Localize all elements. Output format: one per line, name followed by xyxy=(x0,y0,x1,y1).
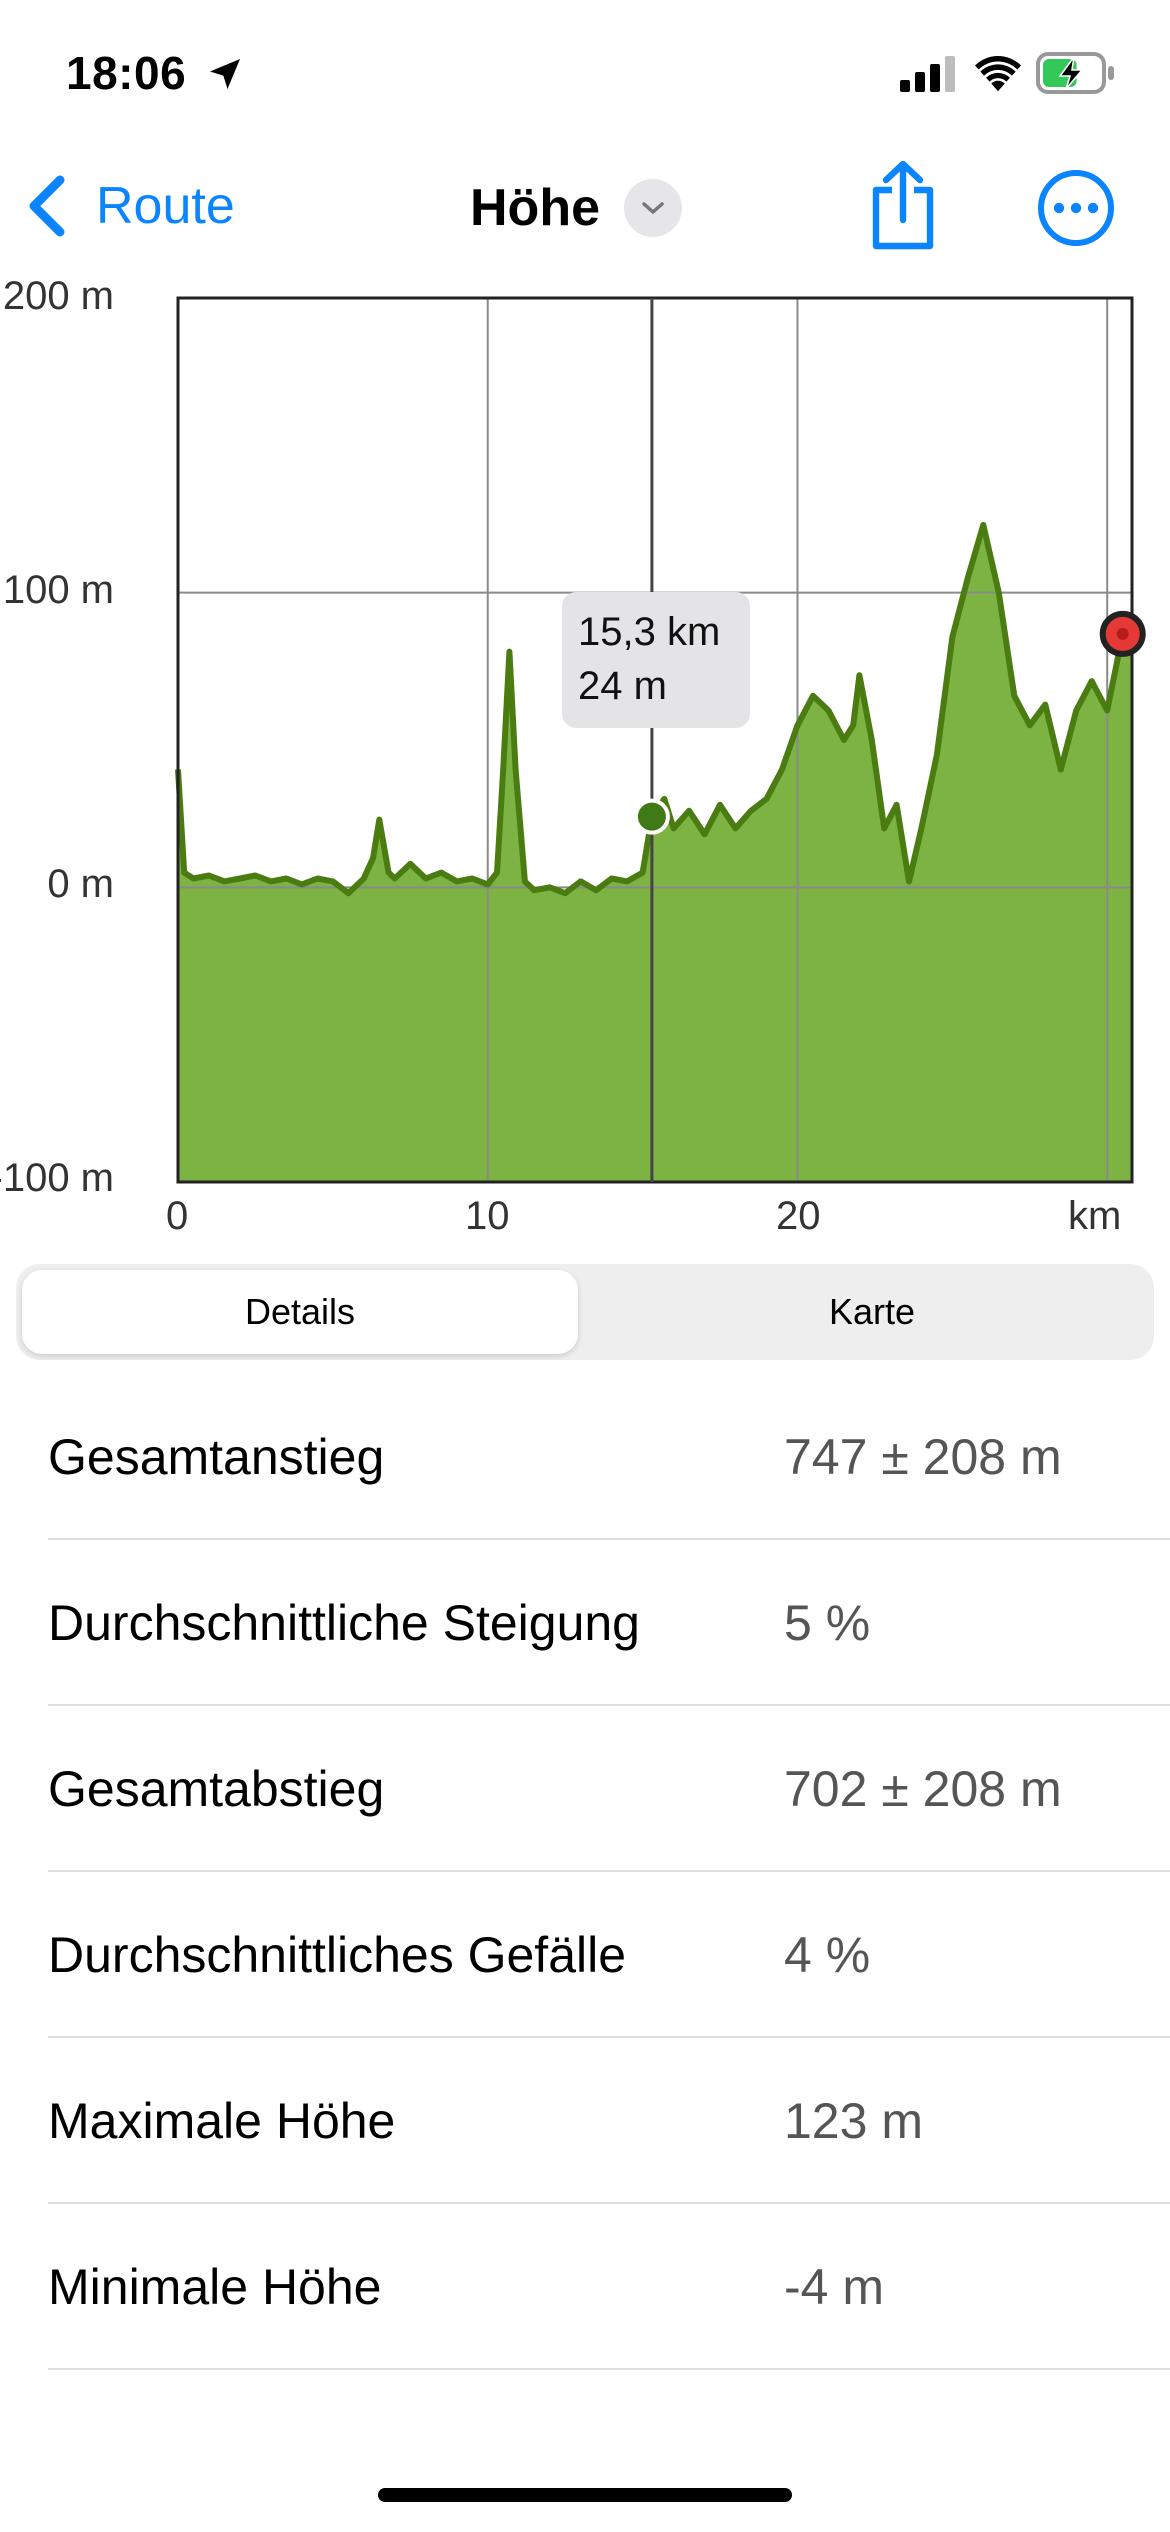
detail-label: Gesamtanstieg xyxy=(48,1429,385,1485)
status-time: 18:06 xyxy=(66,47,187,99)
detail-value: 702 ± 208 m xyxy=(784,1761,1062,1817)
back-button[interactable]: Route xyxy=(24,174,235,238)
elevation-chart-plot[interactable] xyxy=(0,270,1170,1250)
x-tick-label: 20 xyxy=(776,1194,821,1238)
detail-value: 5 % xyxy=(784,1595,871,1651)
detail-label: Durchschnittliches Gefälle xyxy=(48,1927,627,1983)
detail-label: Maximale Höhe xyxy=(48,2093,396,2149)
x-axis-unit-label: km xyxy=(1068,1194,1122,1238)
navigation-bar: Route Höhe xyxy=(0,140,1170,270)
list-item: Maximale Höhe 123 m xyxy=(48,2036,1170,2204)
x-tick-label: 0 xyxy=(166,1194,189,1238)
plot-frame xyxy=(176,296,1134,1184)
cellular-signal-icon xyxy=(900,56,955,92)
detail-value: 747 ± 208 m xyxy=(784,1429,1062,1485)
battery-charging-icon xyxy=(1036,52,1114,94)
share-icon[interactable] xyxy=(868,160,938,250)
location-arrow-icon xyxy=(210,59,240,89)
tab-details[interactable]: Details xyxy=(22,1270,578,1354)
chevron-down-icon xyxy=(624,179,682,237)
ellipsis-circle-icon[interactable] xyxy=(1036,168,1116,248)
list-item: Minimale Höhe -4 m xyxy=(48,2202,1170,2370)
wifi-icon xyxy=(975,56,1021,92)
detail-label: Minimale Höhe xyxy=(48,2259,382,2315)
detail-value: -4 m xyxy=(784,2259,884,2315)
elevation-area xyxy=(178,524,1132,1182)
detail-label: Gesamtabstieg xyxy=(48,1761,385,1817)
elevation-line xyxy=(175,521,1132,897)
back-button-label: Route xyxy=(96,177,235,235)
route-end-marker-center xyxy=(1116,627,1129,640)
detail-label: Durchschnittliche Steigung xyxy=(48,1595,640,1651)
tooltip-distance: 15,3 km xyxy=(578,610,721,654)
tab-karte[interactable]: Karte xyxy=(828,1291,916,1332)
detail-value: 123 m xyxy=(784,2093,923,2149)
page-title: Höhe xyxy=(470,179,600,237)
chevron-left-icon xyxy=(29,175,65,237)
segmented-control: Details Karte xyxy=(16,1264,1154,1360)
title-menu-button[interactable]: Höhe xyxy=(470,178,682,238)
elevation-chart[interactable]: 200 m 100 m 0 m -100 m 0 10 20 km 15,3 k… xyxy=(0,270,1170,1250)
y-tick-label: 200 m xyxy=(2,274,114,318)
x-tick-label: 10 xyxy=(465,1194,510,1238)
cursor-tooltip: 15,3 km 24 m xyxy=(562,592,750,728)
home-indicator xyxy=(378,2488,792,2502)
tooltip-elevation: 24 m xyxy=(578,664,667,708)
list-item: Gesamtabstieg 702 ± 208 m xyxy=(48,1704,1170,1872)
y-tick-label: 100 m xyxy=(2,568,114,612)
list-item: Durchschnittliches Gefälle 4 % xyxy=(48,1870,1170,2038)
list-item: Durchschnittliche Steigung 5 % xyxy=(48,1538,1170,1706)
detail-value: 4 % xyxy=(784,1927,871,1983)
status-bar: 18:06 xyxy=(0,0,1170,140)
cursor-point xyxy=(633,798,670,835)
y-tick-label: -100 m xyxy=(0,1156,114,1200)
y-tick-label: 0 m xyxy=(47,862,114,906)
list-item: Gesamtanstieg 747 ± 208 m xyxy=(48,1372,1170,1540)
